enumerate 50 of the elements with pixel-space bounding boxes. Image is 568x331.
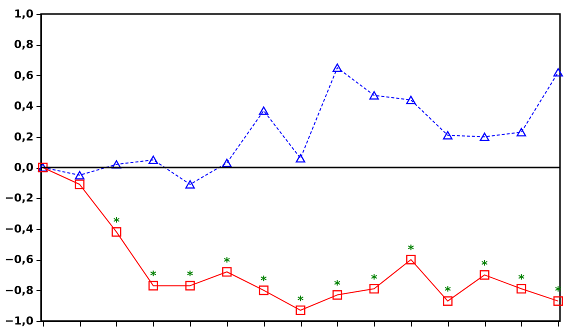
data-label: * (224, 254, 231, 269)
point (442, 131, 453, 140)
point (222, 158, 232, 168)
point (516, 128, 526, 136)
point (74, 180, 84, 190)
data-label: * (518, 272, 526, 286)
point (406, 254, 416, 264)
point (332, 63, 342, 72)
data-label: * (334, 278, 342, 292)
data-label: * (150, 268, 158, 283)
data-label: * (444, 284, 452, 298)
point (148, 280, 158, 290)
point (332, 290, 342, 300)
point (442, 296, 453, 306)
data-label: * (481, 258, 488, 272)
point (553, 296, 563, 306)
data-label: * (186, 268, 194, 283)
y-tick-label: 0,8 (14, 38, 34, 52)
point (296, 305, 306, 316)
point (185, 280, 195, 290)
point (369, 284, 379, 294)
y-tick-label: −0,6 (4, 253, 34, 266)
data-label: * (370, 272, 378, 286)
y-tick-label: −0,8 (4, 284, 34, 297)
y-tick-label: 0,4 (14, 100, 34, 113)
data-label: * (408, 242, 415, 257)
point (258, 106, 268, 115)
point (369, 91, 379, 100)
y-tick-label: −1,0 (4, 314, 34, 328)
y-tick-label: −0,4 (4, 222, 34, 236)
point (185, 180, 195, 189)
point (480, 270, 490, 280)
point (516, 284, 526, 294)
y-tick-label: 0,2 (14, 130, 34, 144)
point (222, 267, 232, 277)
point (406, 96, 416, 104)
y-tick-label: 0,0 (14, 161, 34, 174)
point (480, 132, 490, 142)
point (148, 156, 158, 164)
point (112, 227, 122, 237)
y-tick-label: 0,6 (14, 68, 34, 82)
point (74, 170, 84, 180)
data-label: * (113, 214, 120, 229)
y-tick-label: −0,2 (4, 192, 34, 205)
data-label: * (297, 293, 304, 308)
data-label: * (260, 273, 268, 288)
point (553, 68, 563, 77)
y-tick-label: 1,0 (14, 8, 34, 20)
point (258, 286, 268, 296)
point (296, 154, 306, 163)
